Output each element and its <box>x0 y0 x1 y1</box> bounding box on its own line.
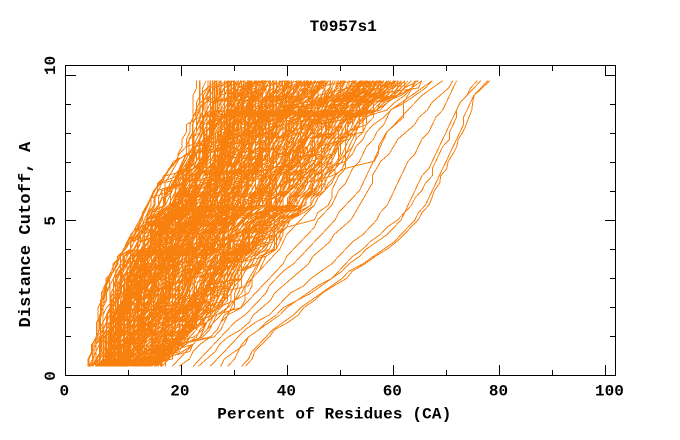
svg-text:80: 80 <box>489 383 508 401</box>
svg-text:5: 5 <box>42 216 60 226</box>
svg-text:100: 100 <box>595 383 624 401</box>
svg-text:0: 0 <box>42 371 60 381</box>
svg-text:T0957s1: T0957s1 <box>310 18 377 36</box>
svg-text:40: 40 <box>277 383 296 401</box>
svg-text:10: 10 <box>42 56 60 75</box>
svg-text:20: 20 <box>170 383 189 401</box>
svg-text:0: 0 <box>59 383 69 401</box>
svg-text:Percent of Residues (CA): Percent of Residues (CA) <box>217 406 451 424</box>
svg-text:60: 60 <box>383 383 402 401</box>
svg-text:Distance Cutoff, A: Distance Cutoff, A <box>17 141 36 327</box>
